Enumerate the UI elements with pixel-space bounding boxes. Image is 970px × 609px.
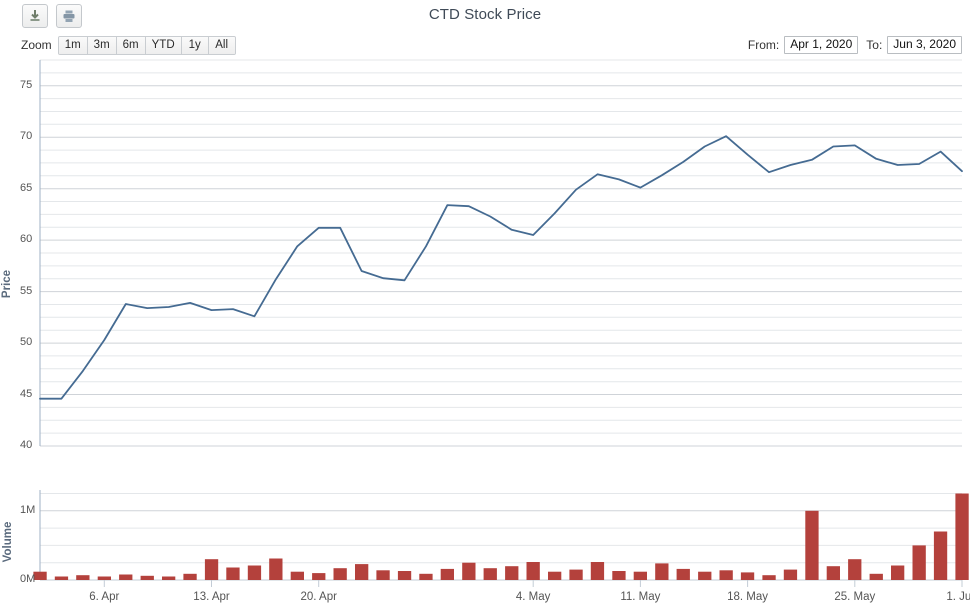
volume-bar: [891, 565, 905, 580]
volume-bar: [505, 566, 519, 580]
volume-bar: [483, 568, 497, 580]
volume-bar: [826, 566, 840, 580]
volume-axis-title: Volume: [2, 521, 14, 563]
volume-bar: [333, 568, 347, 580]
volume-bar: [869, 573, 883, 580]
zoom-button-ytd[interactable]: YTD: [145, 36, 182, 54]
volume-y-tick-label: 0M: [20, 573, 36, 585]
download-icon: [30, 10, 40, 21]
volume-chart-panel: Volume 0M 1M: [0, 488, 970, 593]
x-axis-tick-label: 11. May: [620, 591, 661, 603]
volume-bar: [247, 565, 262, 580]
x-axis-tick-label: 18. May: [727, 591, 769, 603]
x-axis-tick-label: 4. May: [515, 591, 551, 603]
volume-bar: [848, 559, 862, 580]
volume-bar: [226, 567, 240, 580]
volume-bar: [676, 568, 690, 580]
volume-bar: [805, 510, 819, 580]
volume-bar: [783, 569, 798, 580]
print-button[interactable]: [56, 4, 82, 28]
from-date-input[interactable]: Apr 1, 2020: [784, 36, 859, 54]
zoom-button-all[interactable]: All: [208, 36, 235, 54]
volume-bar: [933, 531, 948, 580]
volume-bar: [419, 573, 433, 580]
x-axis-tick-label: 1. Jun: [946, 591, 970, 603]
volume-bar: [719, 570, 733, 580]
volume-bar: [397, 571, 412, 580]
volume-bar: [376, 570, 390, 580]
volume-bar: [290, 571, 304, 580]
volume-bar: [462, 562, 476, 580]
volume-bar: [526, 562, 540, 580]
volume-bar: [162, 576, 176, 580]
download-button[interactable]: [22, 4, 48, 28]
price-y-tick-label: 70: [20, 130, 33, 143]
volume-bar: [312, 573, 326, 580]
volume-bar: [633, 571, 647, 580]
volume-bar: [269, 558, 283, 580]
zoom-button-1m[interactable]: 1m: [58, 36, 88, 54]
volume-bar: [612, 571, 626, 580]
volume-bar: [140, 575, 154, 580]
volume-bar: [590, 562, 605, 580]
zoom-button-1y[interactable]: 1y: [181, 36, 209, 54]
price-plot[interactable]: [0, 56, 970, 456]
zoom-label: Zoom: [21, 38, 52, 52]
x-axis-tick-label: 25. May: [834, 591, 876, 603]
volume-bar: [762, 575, 776, 580]
zoom-button-6m[interactable]: 6m: [116, 36, 146, 54]
volume-bar: [548, 571, 562, 580]
zoom-range-selector: Zoom 1m 3m 6m YTD 1y All: [21, 35, 236, 55]
volume-bar: [119, 574, 133, 580]
volume-bar: [698, 571, 712, 580]
price-series-line: [39, 135, 963, 400]
price-y-tick-label: 65: [20, 181, 33, 194]
volume-plot[interactable]: [0, 488, 970, 593]
print-icon: [63, 10, 75, 22]
to-date-input[interactable]: Jun 3, 2020: [887, 36, 962, 54]
price-y-tick-label: 55: [20, 284, 33, 297]
volume-bar: [955, 493, 969, 580]
volume-bar: [183, 573, 197, 580]
volume-bar: [440, 568, 454, 580]
price-axis-title: Price: [1, 269, 13, 299]
to-label: To:: [866, 38, 883, 52]
volume-bar: [355, 564, 369, 580]
x-axis-tick-label: 6. Apr: [89, 591, 120, 603]
volume-bar: [204, 559, 219, 580]
chart-title: CTD Stock Price: [428, 6, 542, 23]
price-y-tick-label: 40: [20, 439, 33, 451]
chart-toolbar: [22, 4, 82, 28]
volume-bar: [655, 563, 669, 580]
zoom-button-3m[interactable]: 3m: [87, 36, 117, 54]
date-range-selector: From: Apr 1, 2020 To: Jun 3, 2020: [748, 36, 962, 54]
volume-y-tick-label: 1M: [20, 503, 36, 516]
volume-bar: [740, 572, 755, 580]
price-chart-panel: Price 40 45 50 55 60 65 70 75: [0, 56, 970, 456]
zoom-button-group: 1m 3m 6m YTD 1y All: [57, 35, 236, 55]
volume-bar: [33, 571, 47, 580]
volume-bar: [569, 569, 583, 580]
price-y-tick-label: 75: [20, 78, 33, 91]
price-y-tick-label: 45: [20, 387, 33, 400]
volume-bar: [912, 545, 926, 580]
x-axis-tick-label: 20. Apr: [300, 591, 337, 603]
volume-bar: [54, 576, 69, 580]
price-y-tick-label: 60: [20, 233, 33, 246]
x-axis-tick-label: 13. Apr: [193, 591, 230, 603]
price-y-tick-label: 50: [20, 336, 33, 349]
volume-bar: [76, 575, 90, 580]
from-label: From:: [747, 38, 780, 52]
volume-bar: [97, 576, 111, 580]
